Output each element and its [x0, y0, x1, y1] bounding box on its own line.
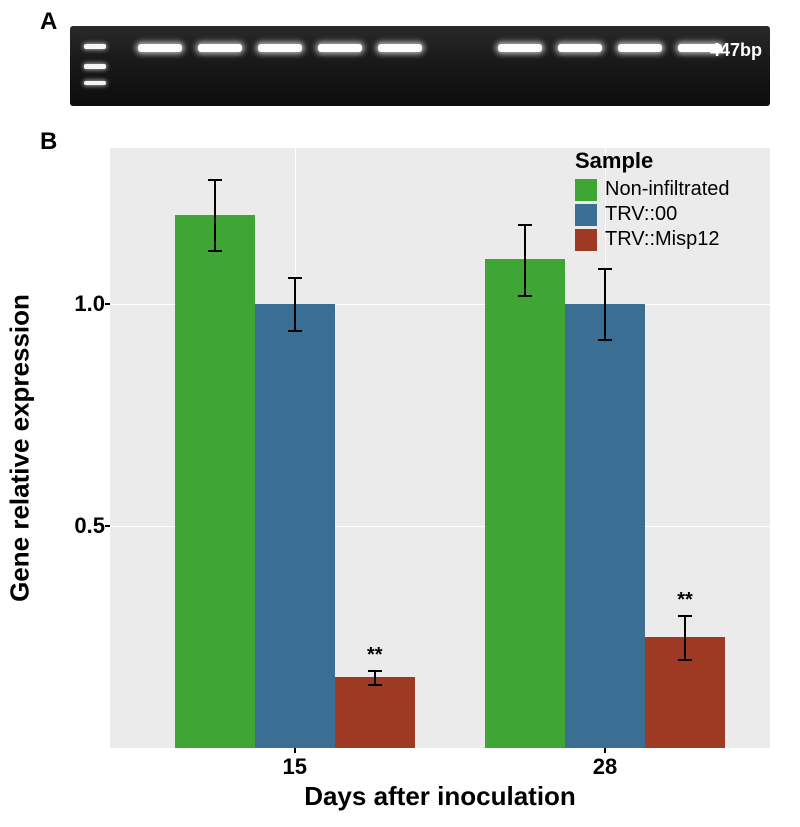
error-cap [678, 615, 692, 617]
error-cap [598, 339, 612, 341]
ladder-band [84, 44, 106, 49]
significance-marker: ** [367, 644, 383, 667]
x-axis-label: Days after inoculation [110, 781, 770, 812]
legend-swatch [575, 179, 597, 201]
y-tick-mark [105, 303, 110, 305]
legend-label: TRV::00 [605, 203, 677, 226]
legend-label: Non-infiltrated [605, 178, 730, 201]
error-cap [288, 277, 302, 279]
error-cap [518, 295, 532, 297]
y-axis-label: Gene relative expression [5, 294, 36, 602]
legend-title: Sample [575, 148, 730, 174]
significance-marker: ** [677, 589, 693, 612]
error-cap [678, 659, 692, 661]
legend-item: Non-infiltrated [575, 178, 730, 201]
legend-swatch [575, 204, 597, 226]
y-tick-label: 1.0 [60, 291, 105, 317]
x-tick-mark [294, 748, 296, 753]
bar [565, 304, 645, 748]
bar [175, 215, 255, 748]
ladder-band [84, 81, 106, 85]
panel-b: B Gene relative expression ** ** Days aft… [0, 128, 800, 820]
sample-band [198, 44, 242, 52]
figure: A 447bp B Gene relative expression ** ** … [0, 0, 800, 827]
legend-item: TRV::00 [575, 203, 730, 226]
y-tick-mark [105, 525, 110, 527]
error-cap [208, 250, 222, 252]
bar [255, 304, 335, 748]
legend-item: TRV::Misp12 [575, 228, 730, 251]
error-cap [208, 179, 222, 181]
error-bar [294, 277, 296, 330]
error-bar [524, 224, 526, 295]
sample-band [558, 44, 602, 52]
bar [335, 677, 415, 748]
sample-band [318, 44, 362, 52]
error-bar [604, 268, 606, 339]
panel-b-label: B [40, 128, 57, 156]
legend-label: TRV::Misp12 [605, 228, 719, 251]
sample-band [138, 44, 182, 52]
x-tick-label: 15 [283, 754, 307, 780]
x-tick-mark [604, 748, 606, 753]
error-bar [214, 179, 216, 250]
legend-swatch [575, 229, 597, 251]
error-cap [368, 670, 382, 672]
sample-band [258, 44, 302, 52]
panel-a-label: A [40, 8, 57, 36]
ladder-band [84, 64, 106, 69]
x-tick-label: 28 [593, 754, 617, 780]
legend: Sample Non-infiltratedTRV::00TRV::Misp12 [575, 148, 730, 253]
error-cap [288, 330, 302, 332]
error-cap [518, 224, 532, 226]
y-tick-label: 0.5 [60, 513, 105, 539]
error-cap [598, 268, 612, 270]
panel-a: A 447bp [30, 8, 770, 113]
error-bar [684, 615, 686, 659]
sample-band [498, 44, 542, 52]
gel-image: 447bp [70, 26, 770, 106]
bar [485, 259, 565, 748]
error-cap [368, 684, 382, 686]
sample-band [378, 44, 422, 52]
sample-band [618, 44, 662, 52]
sample-band [678, 44, 722, 52]
